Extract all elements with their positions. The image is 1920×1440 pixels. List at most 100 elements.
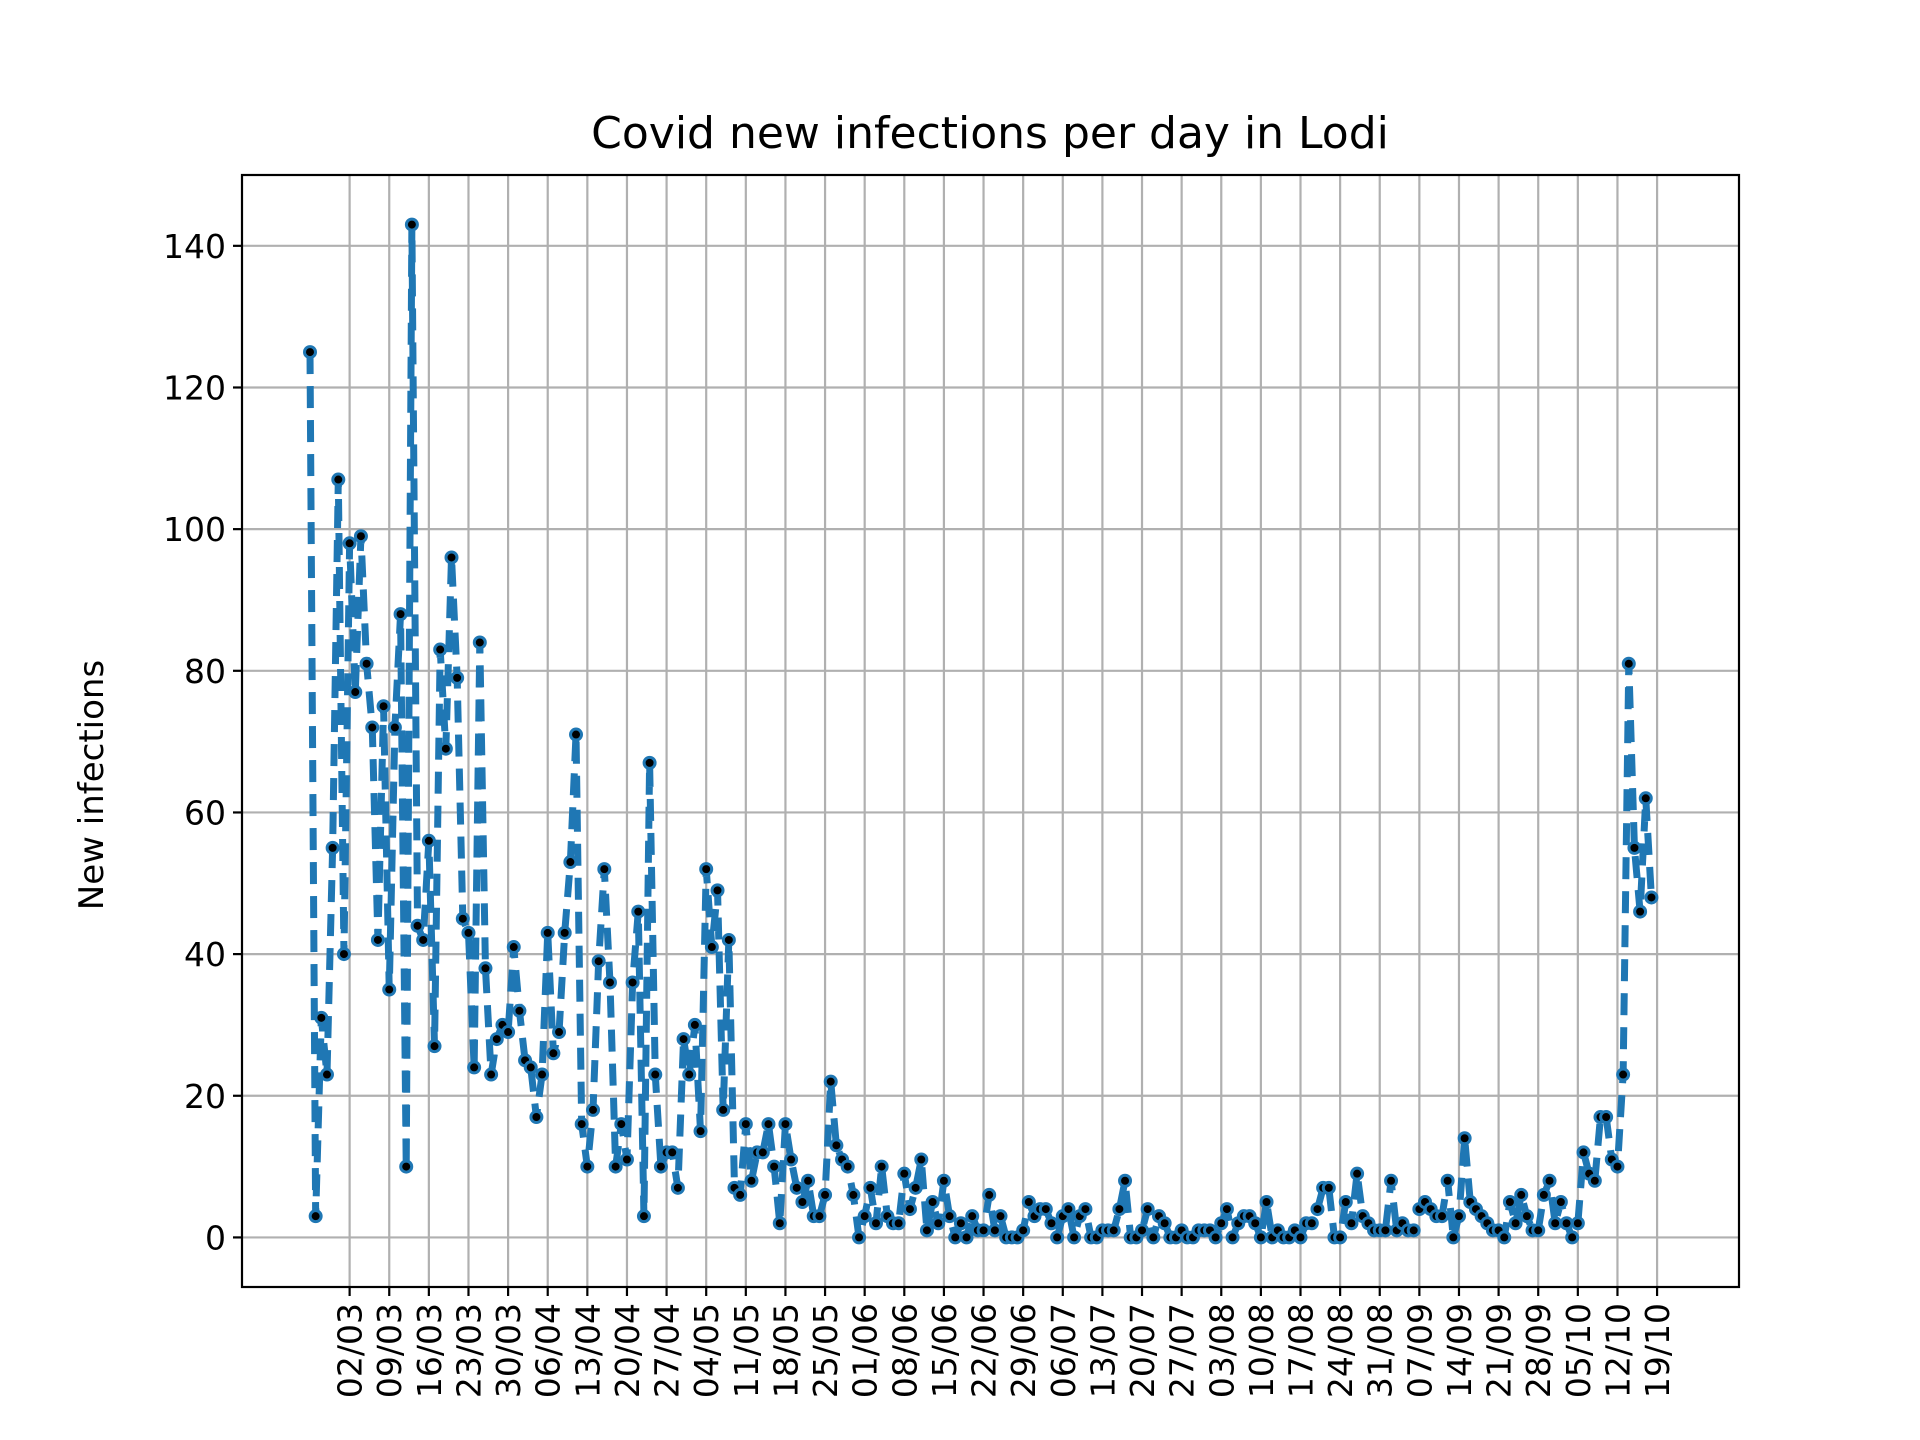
data-point — [1559, 1216, 1574, 1231]
data-point — [1638, 791, 1653, 806]
data-point — [501, 1025, 516, 1040]
y-tick-label: 60 — [184, 793, 226, 832]
x-tick-label: 31/08 — [1361, 1303, 1400, 1398]
data-point — [1044, 1216, 1059, 1231]
data-point — [789, 1180, 804, 1195]
data-point — [1406, 1223, 1421, 1238]
x-tick-label: 01/06 — [846, 1303, 885, 1398]
data-point — [993, 1209, 1008, 1224]
data-point — [1021, 1195, 1036, 1210]
data-point — [376, 699, 391, 714]
data-point — [1616, 1067, 1631, 1082]
data-point — [891, 1216, 906, 1231]
data-point — [331, 472, 346, 487]
data-point — [1644, 890, 1659, 905]
x-tick-label: 20/07 — [1123, 1303, 1162, 1398]
data-point — [1531, 1223, 1546, 1238]
data-point — [716, 1102, 731, 1117]
y-axis-ticks: 0 20 40 60 80 100 120 140 — [163, 227, 242, 1257]
data-point — [619, 1152, 634, 1167]
data-point — [444, 550, 459, 565]
x-tick-label: 21/09 — [1480, 1303, 1519, 1398]
data-point — [427, 1039, 442, 1054]
data-point — [874, 1159, 889, 1174]
data-point — [1627, 840, 1642, 855]
data-point — [738, 1117, 753, 1132]
data-point — [523, 1060, 538, 1075]
data-point — [602, 975, 617, 990]
data-point — [1112, 1202, 1127, 1217]
x-tick-label: 12/10 — [1598, 1303, 1637, 1398]
data-point — [936, 1173, 951, 1188]
data-point — [772, 1216, 787, 1231]
data-point — [1514, 1187, 1529, 1202]
data-point — [529, 1110, 544, 1125]
x-tick-label: 27/04 — [648, 1303, 687, 1398]
data-point — [812, 1209, 827, 1224]
data-point — [399, 1159, 414, 1174]
chart-title: Covid new infections per day in Lodi — [591, 108, 1389, 159]
data-point — [1542, 1173, 1557, 1188]
data-point — [580, 1159, 595, 1174]
x-tick-label: 10/08 — [1242, 1303, 1281, 1398]
y-axis-label: New infections — [72, 660, 112, 910]
data-point — [359, 656, 374, 671]
data-point — [1446, 1230, 1461, 1245]
data-point — [710, 883, 725, 898]
data-point — [1078, 1202, 1093, 1217]
data-point — [942, 1209, 957, 1224]
data-point — [919, 1223, 934, 1238]
data-point — [1135, 1223, 1150, 1238]
series-line — [306, 221, 1655, 1241]
data-point — [1633, 904, 1648, 919]
data-point — [778, 1117, 793, 1132]
data-point — [636, 1209, 651, 1224]
data-point — [1451, 1209, 1466, 1224]
data-point — [472, 635, 487, 650]
data-point — [767, 1159, 782, 1174]
data-point — [450, 670, 465, 685]
data-point — [382, 982, 397, 997]
x-tick-label: 13/04 — [568, 1303, 607, 1398]
data-point — [421, 833, 436, 848]
data-point — [959, 1230, 974, 1245]
x-tick-label: 05/10 — [1559, 1303, 1598, 1398]
data-point — [1338, 1195, 1353, 1210]
data-point — [535, 1067, 550, 1082]
x-tick-label: 13/07 — [1083, 1303, 1122, 1398]
data-point — [818, 1187, 833, 1202]
data-point — [665, 1145, 680, 1160]
data-point — [438, 741, 453, 756]
data-point — [1587, 1173, 1602, 1188]
data-point — [1038, 1202, 1053, 1217]
x-tick-label: 30/03 — [489, 1303, 528, 1398]
series-line-path — [306, 221, 1655, 1241]
data-point — [914, 1152, 929, 1167]
data-point — [1435, 1209, 1449, 1224]
data-point — [467, 1060, 482, 1075]
data-point — [370, 932, 385, 947]
x-tick-label: 20/04 — [608, 1303, 647, 1398]
data-point — [1378, 1223, 1393, 1238]
y-tick-label: 140 — [163, 227, 226, 266]
x-tick-label: 29/06 — [1004, 1303, 1043, 1398]
data-point — [925, 1195, 940, 1210]
data-point — [1350, 1166, 1365, 1181]
data-point — [1118, 1173, 1133, 1188]
data-point — [461, 925, 476, 940]
data-point — [1570, 1216, 1585, 1231]
data-point — [574, 1117, 589, 1132]
data-point — [1157, 1216, 1172, 1231]
data-point — [631, 904, 646, 919]
data-point — [987, 1223, 1002, 1238]
data-point — [1061, 1202, 1076, 1217]
data-point — [1548, 1216, 1563, 1231]
data-point — [1106, 1223, 1121, 1238]
data-point — [393, 607, 408, 622]
data-point — [908, 1180, 923, 1195]
x-tick-label: 28/09 — [1519, 1303, 1558, 1398]
data-point — [342, 536, 357, 551]
x-tick-label: 22/06 — [965, 1303, 1004, 1398]
x-tick-label: 16/03 — [410, 1303, 449, 1398]
data-point — [1259, 1195, 1274, 1210]
